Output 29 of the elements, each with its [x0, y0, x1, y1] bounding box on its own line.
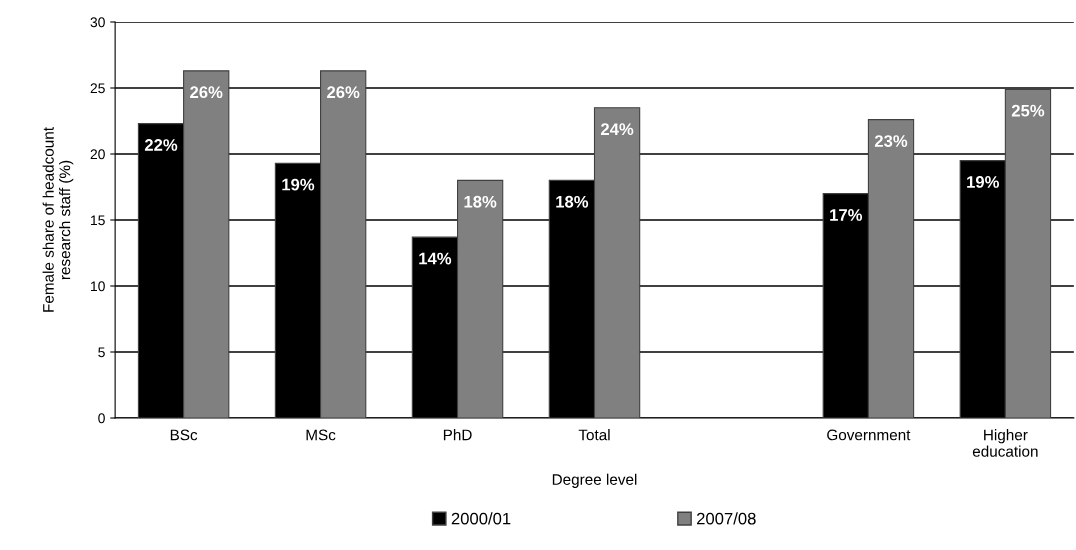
- data-label: 23%: [874, 135, 908, 147]
- data-label: 26%: [327, 86, 360, 99]
- data-label: 14%: [419, 252, 452, 265]
- x-tick-label: Total: [578, 429, 610, 441]
- data-label: 24%: [600, 123, 634, 136]
- y-tick-label: 5: [98, 347, 105, 358]
- y-tick-label: 25: [90, 83, 105, 94]
- y-tick-label: 0: [98, 413, 105, 424]
- x-tick-label: PhD: [443, 429, 472, 441]
- legend-label: 2007/08: [697, 512, 756, 525]
- x-tick-label: BSc: [170, 429, 198, 441]
- data-label: 25%: [1011, 104, 1045, 117]
- x-axis-title: Degree level: [552, 473, 637, 488]
- y-tick-label: 10: [91, 281, 105, 292]
- data-label: 18%: [556, 195, 589, 208]
- x-tick-label: MSc: [306, 429, 336, 441]
- legend-label: 2000/01: [451, 512, 511, 525]
- y-axis-title: Female share of headcount research staff (%): [42, 127, 74, 312]
- data-label: 26%: [190, 86, 223, 99]
- data-label: 19%: [282, 178, 315, 191]
- data-label: 22%: [144, 139, 178, 151]
- x-tick-label: Government: [827, 429, 911, 441]
- y-tick-label: 15: [91, 215, 105, 226]
- data-label: 17%: [830, 209, 863, 221]
- data-label: 19%: [967, 176, 1000, 188]
- x-tick-label: Higher education: [972, 429, 1038, 457]
- y-tick-label: 20: [90, 149, 105, 160]
- data-label: 18%: [464, 195, 497, 208]
- y-tick-label: 30: [90, 17, 105, 28]
